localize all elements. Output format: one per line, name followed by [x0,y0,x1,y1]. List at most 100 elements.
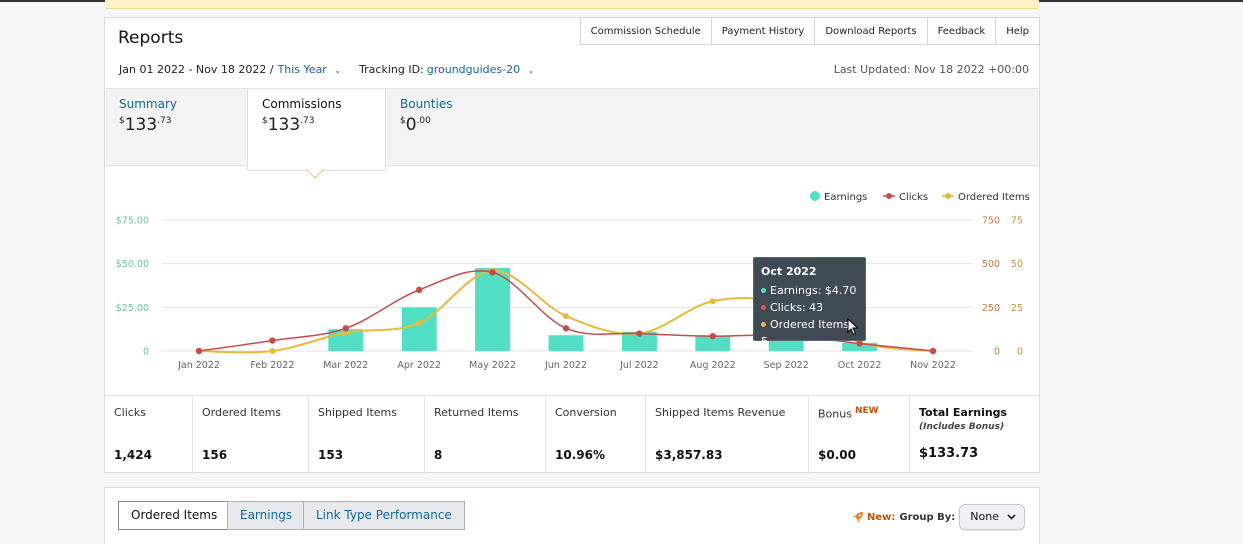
ordered-items-point [342,329,349,336]
commission-schedule-link[interactable]: Commission Schedule [579,17,712,45]
page-title: Reports [118,28,184,48]
notice-banner [105,0,1039,9]
period-dropdown[interactable]: This Year ⌄ [278,63,341,76]
y-right2-tick-label: 0 [1017,347,1023,358]
group-by-label: Group By: [899,511,956,523]
y-right2-tick-label: 25 [1011,303,1023,314]
stat-value: 1,424 [114,448,152,462]
y-right2-tick-label: 75 [1011,216,1023,227]
period-label: This Year [277,63,327,76]
y-left-tick-label: $50.00 [116,259,149,270]
amount-cents: .73 [300,116,315,126]
tab-earnings[interactable]: Earnings [227,501,306,530]
x-tick-label: Jul 2022 [619,360,659,371]
legend-earnings-icon [810,191,820,201]
stat-value: 153 [318,448,344,462]
currency-symbol: $ [119,116,125,126]
ordered-items-point [269,348,276,354]
mouse-cursor-icon [847,318,859,336]
rocket-icon [852,512,863,522]
legend-ordered: Ordered Items [958,192,1030,203]
clicks-point [489,269,496,276]
tooltip-ordered: Ordered Items: 5 [761,318,853,348]
x-tick-label: Oct 2022 [838,360,882,371]
stat-shipped-revenue: Shipped Items Revenue $3,857.83 [646,396,809,474]
tooltip-title: Oct 2022 [761,265,817,278]
legend-earnings: Earnings [824,192,867,203]
stat-label: Conversion [555,406,617,419]
y-right2-tick-label: 50 [1011,259,1023,270]
tab-summary-label: Summary [119,97,177,111]
legend-ordered-icon [945,193,951,199]
stat-label: Clicks [114,406,146,419]
tooltip-clicks: Clicks: 43 [770,301,824,314]
stat-value: 156 [202,448,228,462]
stat-value: $133.73 [919,446,979,461]
clicks-dot-icon [761,304,766,310]
tab-bounties[interactable]: Bounties $0.00 [386,89,526,167]
tooltip-earnings-row: Earnings: $4.70 [761,282,858,299]
y-left-tick-label: $75.00 [116,216,149,227]
feedback-link[interactable]: Feedback [927,17,997,45]
stat-bonus: Bonus NEW $0.00 [809,396,910,474]
stat-value: $3,857.83 [655,448,723,462]
amount-whole: 0 [405,115,417,135]
bonus-label: Bonus [818,407,852,421]
last-updated: Last Updated: Nov 18 2022 +00:00 [833,63,1029,76]
tab-commissions[interactable]: Commissions $133.73 [247,89,386,171]
y-right-tick-label: 0 [994,347,1000,358]
report-table-card: Ordered Items Earnings Link Type Perform… [104,487,1040,544]
stat-label: Returned Items [434,406,519,419]
x-tick-label: Jun 2022 [544,360,587,371]
payment-history-link[interactable]: Payment History [711,17,816,45]
earnings-bar [842,342,878,351]
x-tick-label: Nov 2022 [910,360,956,371]
tab-commissions-amount: $133.73 [262,115,371,135]
tracking-id-value: groundguides-20 [426,63,521,76]
filter-row: Jan 01 2022 - Nov 18 2022 / This Year ⌄ … [119,63,534,76]
amount-cents: .00 [416,116,431,126]
amount-cents: .73 [157,116,172,126]
group-by-control: New: Group By: None [852,504,1025,530]
report-links: Commission Schedule Payment History Down… [579,17,1040,45]
legend-clicks: Clicks [899,192,928,203]
new-label: New: [866,511,896,523]
tracking-label: Tracking ID: [359,63,424,76]
download-reports-link[interactable]: Download Reports [815,17,928,45]
new-badge: NEW [854,406,879,416]
tab-ordered-items[interactable]: Ordered Items [118,501,231,530]
stat-value: $0.00 [818,448,856,462]
tracking-id-dropdown[interactable]: groundguides-20 ⌄ [427,63,535,76]
stat-returned-items: Returned Items 8 [425,396,546,474]
tab-bounties-label: Bounties [400,97,453,111]
clicks-point [342,325,349,332]
x-tick-label: Sep 2022 [764,360,809,371]
y-right-tick-label: 750 [982,216,1000,227]
clicks-point [416,286,423,294]
stat-label: Shipped Items [318,406,397,419]
y-left-tick-label: 0 [143,347,149,358]
stat-total-earnings: Total Earnings (Includes Bonus) $133.73 [910,396,1039,474]
tab-link-type-performance[interactable]: Link Type Performance [303,501,465,530]
clicks-point [709,332,716,340]
chevron-down-icon: ⌄ [334,66,342,75]
tab-bounties-amount: $0.00 [400,115,512,135]
clicks-point [636,330,643,337]
stat-ordered-items: Ordered Items 156 [193,396,309,474]
help-link[interactable]: Help [996,17,1040,45]
legend-clicks-icon [886,193,892,199]
group-by-select[interactable]: None [959,504,1025,530]
stat-label: Ordered Items [202,406,282,419]
x-tick-label: Feb 2022 [250,360,294,371]
tab-commissions-label: Commissions [262,97,342,111]
earnings-dot-icon [761,287,766,293]
tab-summary[interactable]: Summary $133.73 [105,89,247,167]
tooltip-ordered-row: Ordered Items: 5 [761,316,858,350]
y-left-tick-label: $25.00 [116,303,149,314]
earnings-bar [695,336,731,351]
active-tab-pointer [306,169,324,179]
earnings-bar [475,268,511,351]
earnings-chart: $75.00 750 75$50.00 500 50$25.00 250 250 0 0Jan … [116,191,1030,371]
date-range: Jan 01 2022 - Nov 18 2022 / [119,63,274,76]
stat-value: 10.96% [555,448,605,462]
